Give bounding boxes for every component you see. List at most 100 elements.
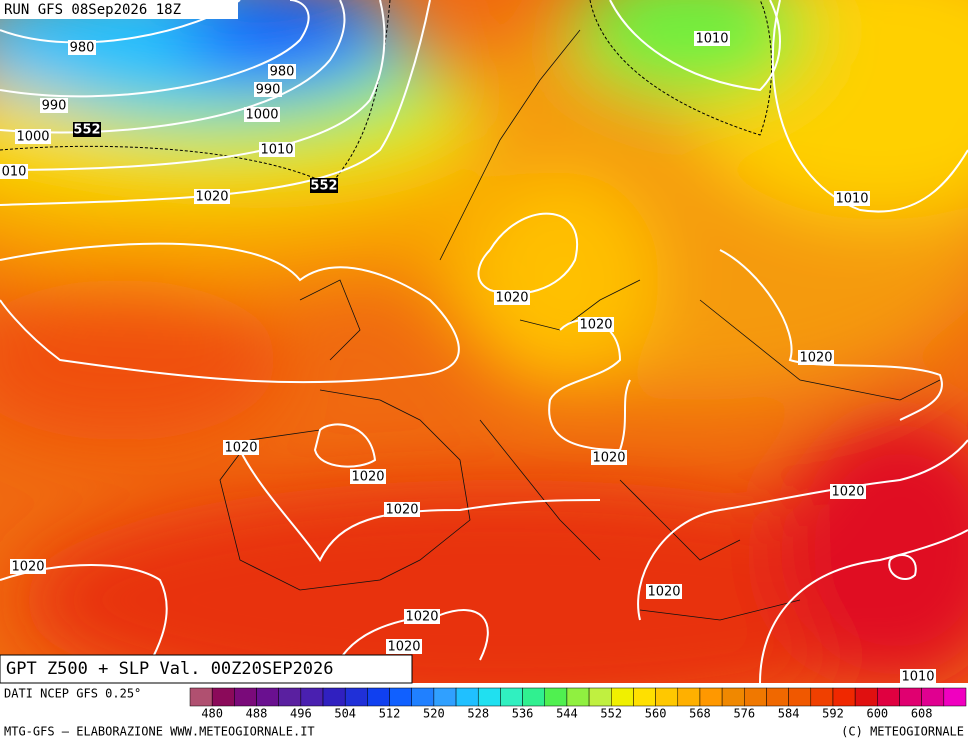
colorbar-swatch: [411, 687, 435, 707]
isobar-label: 1020: [799, 351, 832, 366]
isobar-label: 980: [270, 65, 295, 80]
isobar-label: 1000: [245, 108, 278, 123]
colorbar-tick-label: 544: [556, 707, 578, 721]
colorbar-tick-label: 488: [246, 707, 268, 721]
height-label-box: [310, 178, 338, 193]
isobar-label: 1000: [16, 130, 49, 145]
isobar-label: 1020: [11, 560, 44, 575]
colorbar-swatch: [699, 687, 723, 707]
header-box: [0, 0, 238, 19]
colorbar-swatch: [278, 687, 302, 707]
map: [0, 0, 968, 683]
colorbar-tick-label: 576: [733, 707, 755, 721]
colorbar-swatch: [234, 687, 257, 707]
isobar-label-box: [798, 350, 834, 365]
isobar-label-box: [0, 164, 28, 179]
isobar-label-box: [259, 142, 295, 157]
isobar-label-box: [834, 191, 870, 206]
colorbar-swatch: [566, 687, 590, 707]
height-label-box: [73, 122, 101, 137]
colorbar-swatch: [211, 687, 235, 707]
isobar-label-box: [694, 31, 730, 46]
isobar-label-box: [646, 584, 682, 599]
colorbar-swatch: [389, 687, 412, 707]
isobar-label-box: [404, 609, 440, 624]
colorbar-swatch: [500, 687, 523, 707]
isobar-label-box: [254, 82, 282, 97]
colorbar-tick-label: 520: [423, 707, 445, 721]
colorbar-swatch: [744, 687, 767, 707]
footer-right: (C) METEOGIORNALE: [841, 725, 964, 739]
colorbar-tick-label: 504: [334, 707, 356, 721]
isobar-label: 1020: [351, 470, 384, 485]
isobar-label: 1020: [387, 640, 420, 655]
colorbar-swatch: [655, 687, 679, 707]
colorbar-swatch: [832, 687, 856, 707]
colorbar-swatch: [877, 687, 900, 707]
colorbar-tick-label: 496: [290, 707, 312, 721]
colorbar-swatch: [943, 687, 967, 707]
colorbar-swatch: [854, 687, 878, 707]
isobar-label-box: [223, 440, 259, 455]
isobar-label: 1010: [901, 670, 934, 685]
colorbar-swatch: [477, 687, 501, 707]
colorbar-swatch: [455, 687, 479, 707]
isobar-label: 980: [70, 41, 95, 56]
colorbar-tick-label: 584: [778, 707, 800, 721]
colorbar-swatch: [766, 687, 789, 707]
isobar-label-box: [350, 469, 386, 484]
colorbar-swatch: [810, 687, 834, 707]
height-label: 552: [73, 123, 100, 138]
colorbar-swatch: [677, 687, 701, 707]
isobar-label: 1020: [592, 451, 625, 466]
colorbar-swatch: [522, 687, 545, 707]
colorbar-swatch: [322, 687, 346, 707]
colorbar-swatch: [367, 687, 390, 707]
colorbar-tick-label: 480: [201, 707, 223, 721]
colorbar-swatch: [344, 687, 368, 707]
coastlines: [219, 29, 941, 621]
height-label: 552: [310, 179, 337, 194]
colorbar-swatch: [611, 687, 634, 707]
colorbar-tick-label: 536: [512, 707, 534, 721]
isobar-label: 1020: [385, 503, 418, 518]
colorbar-swatch: [921, 687, 945, 707]
isobar-label-box: [830, 484, 866, 499]
isobar-label-box: [40, 98, 68, 113]
isobar-label-box: [591, 450, 627, 465]
isobar-label: 990: [256, 83, 281, 98]
isobar-label-box: [494, 290, 530, 305]
colorbar-swatch: [433, 687, 457, 707]
colorbar-swatch: [588, 687, 612, 707]
isobar-label-box: [384, 502, 420, 517]
colorbar-swatch: [899, 687, 922, 707]
isobar-label: 010: [2, 165, 27, 180]
isobar-label-box: [268, 64, 296, 79]
isobar-label: 1020: [647, 585, 680, 600]
colorbar-swatch: [633, 687, 656, 707]
colorbar-swatch: [544, 687, 568, 707]
colorbar-tick-label: 560: [645, 707, 667, 721]
colorbar-tick-label: 512: [379, 707, 401, 721]
isobar-label: 1020: [405, 610, 438, 625]
title-box: [0, 654, 413, 684]
isobar-label-box: [10, 559, 46, 574]
isobar-label-box: [244, 107, 280, 122]
colorbar-tick-label: 608: [911, 707, 933, 721]
isobar-label-box: [386, 639, 422, 654]
isobar-label: 1020: [195, 190, 228, 205]
colorbar-swatch: [300, 687, 324, 707]
colorbar-tick-label: 568: [689, 707, 711, 721]
title: GPT Z500 + SLP Val. 00Z20SEP2026: [6, 659, 334, 679]
isobar-label-box: [900, 669, 936, 684]
colorbar-tick-label: 528: [467, 707, 489, 721]
isobar-label-box: [578, 317, 614, 332]
isobar-label-box: [68, 40, 96, 55]
isobar-label: 1020: [579, 318, 612, 333]
footer-left: MTG-GFS — ELABORAZIONE WWW.METEOGIORNALE…: [4, 725, 315, 739]
colorbar-swatch: [788, 687, 812, 707]
colorbar-swatch: [256, 687, 279, 707]
isobar-label: 990: [42, 99, 67, 114]
